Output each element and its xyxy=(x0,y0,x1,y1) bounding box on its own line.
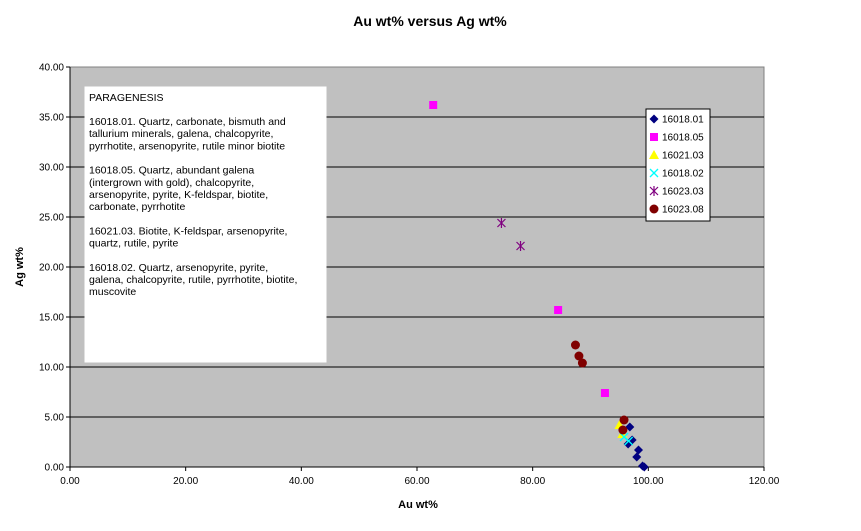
legend-marker xyxy=(649,150,659,159)
series-16023-03 xyxy=(497,218,525,251)
data-point-shape xyxy=(619,432,629,442)
legend-label: 16018.02 xyxy=(662,169,704,180)
data-point xyxy=(632,452,642,462)
paragenesis-line: 16021.03. Biotite, K-feldspar, arsenopyr… xyxy=(89,225,287,237)
legend-box xyxy=(645,108,711,222)
y-tick-label: 20.00 xyxy=(39,263,64,274)
series-16023-08 xyxy=(570,340,629,435)
data-point xyxy=(618,425,628,435)
legend-marker xyxy=(649,204,659,214)
legend-marker xyxy=(649,168,659,178)
y-tick-label: 30.00 xyxy=(39,163,64,174)
y-tick-label: 0.00 xyxy=(45,463,65,474)
data-point-shape xyxy=(577,358,587,368)
data-point-shape xyxy=(618,425,628,435)
data-point xyxy=(623,439,633,449)
legend-marker-shape xyxy=(649,204,659,214)
data-point-shape xyxy=(624,436,634,446)
data-point xyxy=(634,445,644,455)
legend-marker-shape xyxy=(650,133,658,141)
data-point xyxy=(577,358,587,368)
data-point-shape xyxy=(570,340,580,350)
y-tick-label: 15.00 xyxy=(39,313,64,324)
x-tick-label: 40.00 xyxy=(289,476,314,487)
data-point xyxy=(570,340,580,350)
paragenesis-line: muscovite xyxy=(89,286,136,298)
legend-marker xyxy=(649,186,659,196)
legend-marker-shape xyxy=(649,150,659,159)
legend-marker xyxy=(649,114,659,124)
x-tick-label: 20.00 xyxy=(173,476,198,487)
x-tick-label: 60.00 xyxy=(404,476,429,487)
paragenesis-line: arsenopyrite, pyrite, K-feldspar, biotit… xyxy=(89,189,268,201)
y-axis-title: Ag wt% xyxy=(14,247,26,287)
data-point-shape xyxy=(632,452,642,462)
data-point xyxy=(574,351,584,361)
series-16018-02 xyxy=(619,432,634,446)
data-point-shape xyxy=(639,462,649,472)
paragenesis-line: tallurium minerals, galena, chalcopyrite… xyxy=(89,128,273,140)
x-tick-label: 120.00 xyxy=(749,476,780,487)
legend-label: 16018.05 xyxy=(662,133,704,144)
paragenesis-line: 16018.02. Quartz, arsenopyrite, pyrite, xyxy=(89,262,268,274)
legend-marker-shape xyxy=(649,168,659,178)
data-point-shape xyxy=(625,422,635,432)
data-point xyxy=(625,422,635,432)
data-point xyxy=(619,415,629,425)
legend-marker xyxy=(650,133,658,141)
data-point xyxy=(497,218,506,228)
y-tick-label: 40.00 xyxy=(39,63,64,74)
series-16018-05 xyxy=(429,101,609,397)
data-point xyxy=(639,462,649,472)
data-point-shape xyxy=(574,351,584,361)
legend-label: 16023.03 xyxy=(662,187,704,198)
paragenesis-line: 16018.01. Quartz, carbonate, bismuth and xyxy=(89,116,286,128)
paragenesis-heading: PARAGENESIS xyxy=(89,92,164,104)
x-tick-label: 100.00 xyxy=(633,476,664,487)
data-point xyxy=(624,436,634,446)
legend: 16018.01 16018.05 16021.03 16018.02 16023.03… xyxy=(645,108,711,222)
data-point-shape xyxy=(600,389,609,397)
y-tick-label: 5.00 xyxy=(45,413,65,424)
paragenesis-line: 16018.05. Quartz, abundant galena xyxy=(89,165,254,177)
legend-marker-shape xyxy=(649,114,659,124)
chart-title: Au wt% versus Ag wt% xyxy=(353,13,507,29)
paragenesis-line: (intergrown with gold), chalcopyrite, xyxy=(89,177,254,189)
legend-label: 16023.08 xyxy=(662,205,704,216)
paragenesis-box-bg xyxy=(84,86,327,363)
data-point-shape xyxy=(623,439,633,449)
y-tick-label: 25.00 xyxy=(39,213,64,224)
paragenesis-line: quartz, rutile, pyrite xyxy=(89,238,178,250)
legend-label: 16021.03 xyxy=(662,151,704,162)
data-point-shape xyxy=(429,101,438,109)
data-point-shape xyxy=(634,445,644,455)
data-point xyxy=(429,101,438,109)
x-tick-label: 0.00 xyxy=(60,476,80,487)
y-tick-label: 10.00 xyxy=(39,363,64,374)
legend-label: 16018.01 xyxy=(662,115,704,126)
paragenesis-box: PARAGENESIS 16018.01. Quartz, carbonate, … xyxy=(84,86,327,363)
y-tick-label: 35.00 xyxy=(39,113,64,124)
series-16018-01 xyxy=(623,422,649,472)
paragenesis-line: galena, chalcopyrite, rutile, pyrrhotite… xyxy=(89,274,297,286)
data-point-shape xyxy=(619,415,629,425)
data-point-shape xyxy=(554,306,563,314)
x-tick-label: 80.00 xyxy=(520,476,545,487)
paragenesis-line: pyrrhotite, arsenopyrite, rutile minor b… xyxy=(89,140,285,152)
x-axis-title: Au wt% xyxy=(398,499,438,511)
data-point xyxy=(516,241,525,251)
paragenesis-line: carbonate, pyrrhotite xyxy=(89,201,185,213)
data-point xyxy=(554,306,563,314)
data-point xyxy=(600,389,609,397)
